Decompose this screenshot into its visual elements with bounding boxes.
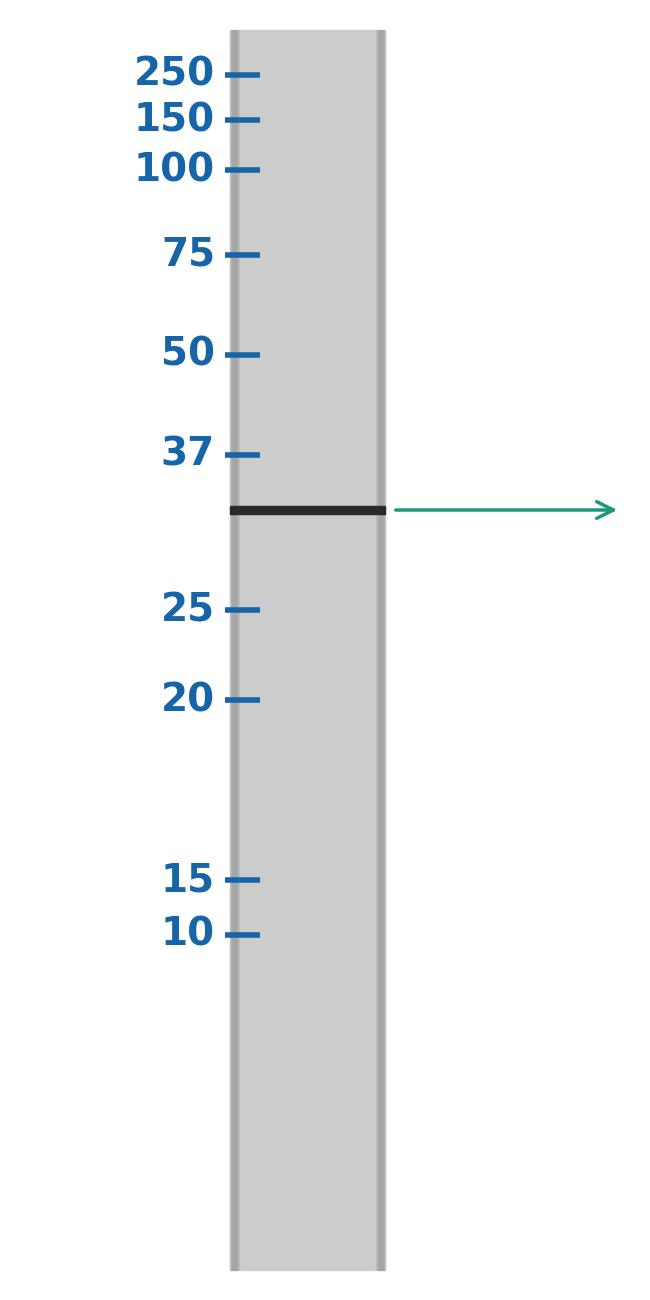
Bar bbox=[230, 506, 385, 514]
Bar bbox=[234, 30, 236, 1270]
Bar bbox=[232, 30, 234, 1270]
Bar bbox=[230, 30, 385, 1270]
Bar bbox=[233, 30, 235, 1270]
Text: 15: 15 bbox=[161, 861, 215, 900]
Bar bbox=[383, 30, 385, 1270]
Text: 75: 75 bbox=[161, 237, 215, 274]
Text: 50: 50 bbox=[161, 335, 215, 374]
Bar bbox=[380, 30, 382, 1270]
Bar bbox=[378, 30, 380, 1270]
Bar bbox=[382, 30, 384, 1270]
Bar bbox=[235, 30, 237, 1270]
Bar bbox=[381, 30, 383, 1270]
Text: 37: 37 bbox=[161, 436, 215, 474]
Bar bbox=[230, 30, 232, 1270]
Bar bbox=[379, 30, 381, 1270]
Text: 100: 100 bbox=[134, 151, 215, 188]
Bar bbox=[376, 30, 378, 1270]
Text: 25: 25 bbox=[161, 592, 215, 629]
Text: 250: 250 bbox=[134, 56, 215, 94]
Text: 20: 20 bbox=[161, 681, 215, 719]
Bar bbox=[231, 30, 233, 1270]
Text: 150: 150 bbox=[134, 101, 215, 139]
Bar bbox=[377, 30, 379, 1270]
Bar bbox=[236, 30, 238, 1270]
Bar bbox=[237, 30, 239, 1270]
Text: 10: 10 bbox=[161, 916, 215, 954]
